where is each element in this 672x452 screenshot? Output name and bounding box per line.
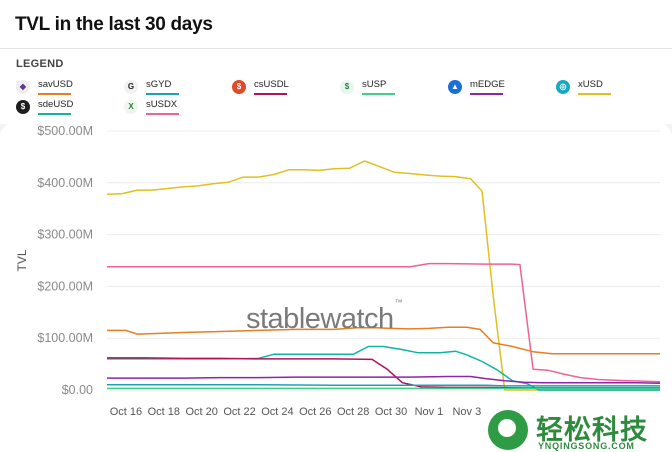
susp-icon: $ [340, 80, 354, 94]
legend-label: xUSD [578, 79, 603, 90]
legend-label: csUSDL [254, 79, 289, 90]
y-axis-label: TVL [15, 249, 29, 271]
x-tick-label: Oct 24 [261, 406, 293, 418]
legend-swatch [146, 113, 179, 115]
csusdl-icon: $ [232, 80, 246, 94]
savusd-icon: ◆ [16, 80, 30, 94]
legend-swatch [38, 113, 71, 115]
legend-label: sUSDX [146, 99, 178, 110]
legend-label: mEDGE [470, 79, 505, 90]
legend-label: sGYD [146, 79, 172, 90]
series-line-sgyd [107, 384, 660, 387]
y-tick-label: $400.00M [37, 176, 93, 190]
series-line-savusd [107, 326, 660, 355]
y-tick-label: $0.00 [62, 383, 93, 397]
badge-name: 轻松科技 [536, 415, 648, 445]
legend-swatch [38, 93, 71, 95]
watermark-text: stablewatch [246, 303, 394, 335]
legend-label: sUSP [362, 79, 387, 90]
y-tick-label: $500.00M [37, 124, 93, 138]
legend-label: sdeUSD [38, 99, 74, 110]
chart-card: $0.00 $100.00M $200.00M $300.00M $400.00M $50… [0, 123, 672, 452]
legend-swatch [254, 93, 287, 95]
series-line-medge [107, 375, 661, 385]
sdeusd-icon: $ [16, 100, 30, 114]
legend-label: savUSD [38, 79, 73, 90]
badge-logo-icon [488, 410, 528, 450]
page-header: TVL in the last 30 days [0, 0, 672, 49]
legend-swatch [362, 93, 395, 95]
watermark-trademark: ™ [394, 298, 403, 308]
x-tick-label: Oct 30 [375, 406, 407, 418]
medge-icon: ▲ [448, 80, 462, 94]
legend-swatch [146, 93, 179, 95]
series-line-xusd [106, 160, 660, 391]
y-tick-label: $300.00M [37, 228, 93, 242]
x-tick-label: Nov 1 [415, 406, 444, 418]
x-tick-label: Nov 3 [452, 406, 481, 418]
legend-swatch [578, 93, 611, 95]
sgyd-icon: G [124, 80, 138, 94]
susdx-icon: X [124, 100, 138, 114]
tvl-line-chart: $0.00 $100.00M $200.00M $300.00M $400.00M $50… [15, 124, 661, 418]
legend-swatch [470, 93, 503, 95]
page-title: TVL in the last 30 days [15, 14, 213, 35]
stablewatch-watermark: stablewatch™ [246, 298, 403, 336]
x-tick-label: Oct 22 [223, 406, 255, 418]
site-badge: 轻松科技 YNQINGSONG.COM [486, 408, 672, 452]
x-tick-label: Oct 20 [185, 406, 217, 418]
xusd-icon: ◎ [556, 80, 570, 94]
series-line-susdx [107, 262, 661, 383]
y-tick-label: $100.00M [37, 331, 93, 345]
x-tick-label: Oct 26 [299, 406, 331, 418]
x-tick-label: Oct 16 [110, 406, 142, 418]
x-tick-label: Oct 28 [337, 406, 369, 418]
badge-site: YNQINGSONG.COM [538, 441, 635, 451]
y-tick-label: $200.00M [37, 279, 93, 293]
x-tick-label: Oct 18 [148, 406, 180, 418]
legend-heading: LEGEND [16, 58, 64, 70]
